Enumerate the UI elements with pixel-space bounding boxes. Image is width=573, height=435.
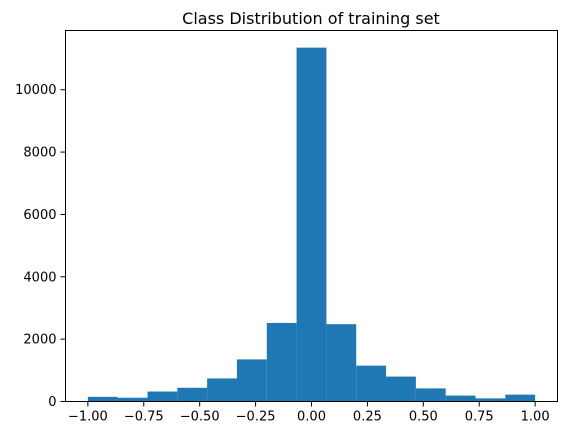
histogram-bar-11 — [415, 388, 446, 402]
x-tick-label-0: −1.00 — [68, 410, 108, 425]
chart-title: Class Distribution of training set — [182, 9, 440, 28]
histogram-bar-1 — [117, 397, 148, 402]
histogram-bar-14 — [505, 394, 536, 402]
x-axis: −1.00 −0.75 −0.50 −0.25 0.00 0.25 0.50 0.75 1.00 — [68, 401, 550, 425]
y-axis: 0 2000 4000 6000 8000 10000 — [15, 83, 66, 410]
y-tick-label-4: 8000 — [23, 146, 56, 161]
x-tick-label-7: 0.75 — [465, 410, 494, 425]
histogram-bar-2 — [147, 391, 178, 402]
y-tick-label-1: 2000 — [23, 333, 56, 348]
histogram-bar-9 — [356, 365, 387, 402]
histogram-bar-0 — [87, 396, 118, 402]
y-tick-label-3: 6000 — [23, 208, 56, 223]
x-tick-label-3: −0.25 — [236, 410, 276, 425]
x-tick-label-1: −0.75 — [124, 410, 164, 425]
histogram-bar-4 — [207, 378, 237, 402]
x-tick-label-2: −0.50 — [180, 410, 220, 425]
bars-group — [87, 47, 536, 402]
histogram-bar-10 — [386, 376, 416, 402]
histogram-bar-6 — [266, 322, 297, 402]
histogram-bar-13 — [475, 398, 506, 402]
histogram-bar-7 — [296, 47, 327, 402]
x-tick-label-5: 0.25 — [353, 410, 382, 425]
histogram-bar-8 — [326, 324, 357, 402]
x-tick-label-4: 0.00 — [297, 410, 326, 425]
x-tick-label-8: 1.00 — [521, 410, 550, 425]
histogram-bar-5 — [236, 359, 267, 402]
x-tick-label-6: 0.50 — [409, 410, 438, 425]
y-tick-label-2: 4000 — [23, 270, 56, 285]
histogram-bar-12 — [445, 395, 476, 402]
y-tick-label-0: 0 — [48, 395, 56, 410]
histogram-bar-3 — [177, 387, 208, 402]
y-tick-label-5: 10000 — [15, 83, 56, 98]
